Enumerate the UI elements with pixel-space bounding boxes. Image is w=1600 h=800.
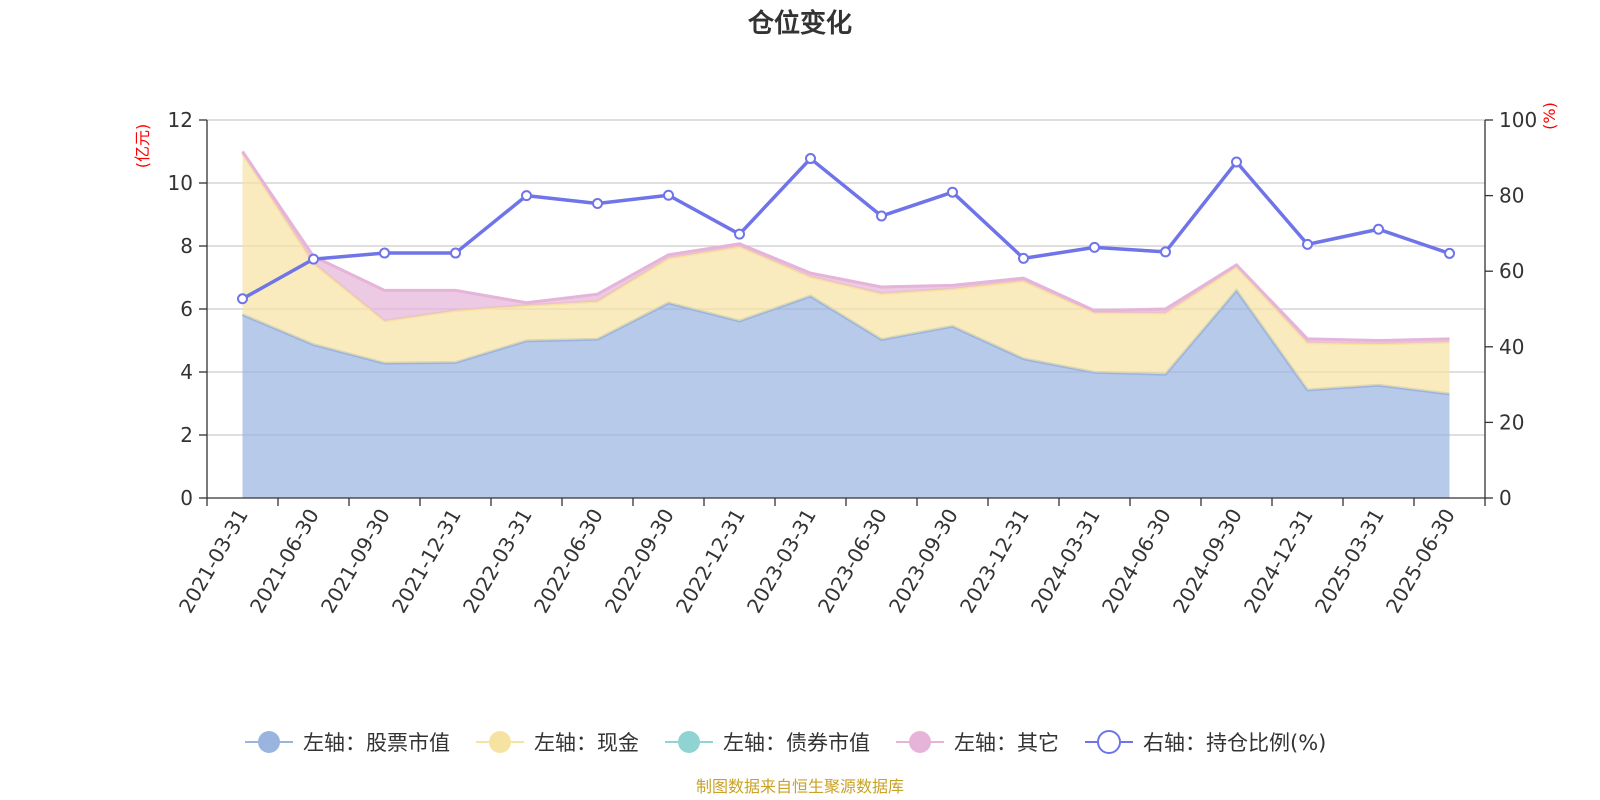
x-axis-tick-label: 2021-03-31 [174, 505, 253, 618]
area-series-1 [242, 153, 1450, 395]
holding-ratio-point [1373, 223, 1384, 235]
area-series-0 [242, 290, 1450, 498]
left-axis-tick-label: 6 [180, 297, 193, 321]
holding-ratio-point [1302, 238, 1313, 250]
left-axis-tick-label: 10 [168, 171, 193, 195]
x-axis-tick-label: 2024-12-31 [1239, 505, 1318, 618]
holding-ratio-line [237, 153, 1455, 305]
x-axis-tick-label: 2024-09-30 [1168, 505, 1247, 618]
stacked-areas [241, 150, 1450, 498]
holding-ratio-path [241, 156, 1451, 301]
x-axis-tick-label: 2022-03-31 [458, 505, 537, 618]
left-axis-tick-label: 2 [180, 423, 193, 447]
holding-ratio-point [876, 210, 887, 222]
left-axis-unit: (亿元) [133, 124, 152, 169]
x-axis-tick-label: 2022-09-30 [600, 505, 679, 618]
legend-marker-0 [258, 731, 280, 753]
holding-ratio-point [1231, 156, 1242, 168]
holding-ratio-point [805, 153, 816, 165]
holding-ratio-point [592, 198, 603, 210]
x-axis-tick-label: 2021-06-30 [245, 505, 324, 618]
area-series-line-3 [241, 150, 1450, 343]
holding-ratio-point [237, 293, 248, 305]
right-axis-tick-label: 20 [1499, 410, 1524, 434]
x-axis-tick-label: 2023-03-31 [742, 505, 821, 618]
x-axis-tick-label: 2024-03-31 [1026, 505, 1105, 618]
holding-ratio-point [1444, 247, 1455, 259]
x-axis-tick-label: 2025-03-31 [1310, 505, 1389, 618]
right-axis-tick-label: 40 [1499, 335, 1524, 359]
x-axis-tick-label: 2023-06-30 [813, 505, 892, 618]
x-axis-tick-label: 2023-09-30 [884, 505, 963, 618]
x-axis-tick-label: 2022-06-30 [529, 505, 608, 618]
legend-marker-3 [909, 731, 931, 753]
chart-title: 仓位变化 [747, 8, 852, 39]
legend-label-4: 右轴：持仓比例(%) [1143, 731, 1326, 755]
holding-ratio-point [379, 247, 390, 259]
holding-ratio-point [1160, 246, 1171, 258]
legend-label-3: 左轴：其它 [954, 731, 1059, 755]
left-axis-tick-label: 4 [180, 360, 193, 384]
x-axis-tick-label: 2022-12-31 [671, 505, 750, 618]
x-axis-tick-label: 2025-06-30 [1381, 505, 1460, 618]
x-axis-tick-label: 2021-09-30 [316, 505, 395, 618]
x-axis-tick-label: 2023-12-31 [955, 505, 1034, 618]
holding-ratio-point [947, 186, 958, 198]
right-axis-tick-label: 60 [1499, 259, 1524, 283]
legend-marker-1 [489, 731, 511, 753]
legend-marker-2 [678, 731, 700, 753]
left-axis-tick-label: 12 [168, 108, 193, 132]
right-axis-tick-label: 0 [1499, 486, 1512, 510]
legend-marker-4 [1097, 730, 1121, 754]
left-axis-tick-label: 0 [180, 486, 193, 510]
holding-ratio-point [450, 247, 461, 259]
holding-ratio-point [1089, 241, 1100, 253]
left-axis-tick-label: 8 [180, 234, 193, 258]
legend-label-0: 左轴：股票市值 [303, 731, 450, 755]
legend: 左轴：股票市值 左轴：现金 左轴：债券市值 左轴：其它 右轴：持仓比例(%) [245, 730, 1326, 755]
holding-ratio-point [663, 189, 674, 201]
holding-ratio-point [521, 190, 532, 202]
x-axis-tick-label: 2024-06-30 [1097, 505, 1176, 618]
x-axis-tick-label: 2021-12-31 [387, 505, 466, 618]
right-axis-tick-label: 100 [1499, 108, 1537, 132]
right-axis-tick-label: 80 [1499, 184, 1524, 208]
holding-ratio-point [1018, 252, 1029, 264]
legend-label-2: 左轴：债券市值 [723, 731, 870, 755]
holding-ratio-point [734, 228, 745, 240]
right-axis-unit: (%) [1540, 102, 1559, 130]
legend-label-1: 左轴：现金 [534, 731, 639, 755]
holding-ratio-point [308, 253, 319, 265]
data-source-note: 制图数据来自恒生聚源数据库 [696, 777, 904, 796]
